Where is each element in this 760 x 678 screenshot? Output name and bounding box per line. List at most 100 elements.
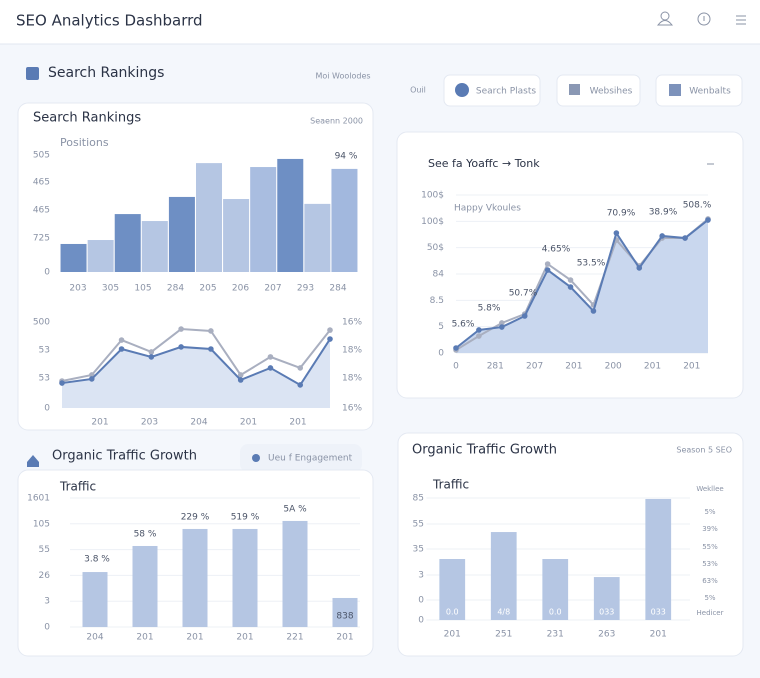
x-tick-label: 201 xyxy=(336,633,353,643)
bar xyxy=(82,572,108,627)
toolbar-button[interactable] xyxy=(443,74,541,107)
point xyxy=(544,267,551,273)
point xyxy=(659,233,665,239)
x-tick-label: 207 xyxy=(526,362,543,372)
point xyxy=(178,344,184,350)
point xyxy=(476,333,482,339)
panel-title: Search Rankings xyxy=(33,111,141,126)
toolbar-button[interactable] xyxy=(556,74,641,107)
button-icon xyxy=(455,83,469,97)
y-tick-label: 84 xyxy=(433,270,445,280)
pill[interactable] xyxy=(240,444,362,472)
point xyxy=(237,377,244,383)
y-tick-label: 26 xyxy=(39,571,51,581)
point xyxy=(148,354,155,360)
y-tick-label: 55 xyxy=(413,519,424,529)
annotation: 508.% xyxy=(683,201,712,211)
bar-label: 4/8 xyxy=(497,608,510,617)
point xyxy=(613,230,620,236)
side-label: Hedicer xyxy=(697,609,724,617)
x-tick-label: 203 xyxy=(141,418,158,428)
x-tick-label: 263 xyxy=(598,630,615,640)
point xyxy=(208,346,214,352)
x-tick-label: 201 xyxy=(289,418,306,428)
app-title: SEO Analytics Dashbarrd xyxy=(16,12,203,30)
bar xyxy=(542,559,569,620)
side-label: 63% xyxy=(702,577,718,585)
annotation: 53.5% xyxy=(577,259,606,269)
point xyxy=(453,345,459,351)
section-title: Organic Traffic Growth xyxy=(52,449,197,464)
button-label[interactable]: Wenbalts xyxy=(689,87,731,97)
line xyxy=(455,218,709,351)
annotation: 38.9% xyxy=(649,208,678,218)
annotation: 519 % xyxy=(231,513,260,523)
annotation: 70.9% xyxy=(607,209,636,219)
y-tick-label: 0 xyxy=(418,616,424,626)
y-tick-label: 53 xyxy=(39,346,50,356)
point xyxy=(521,313,528,319)
x-tick-label: 221 xyxy=(286,633,303,643)
side-label: 53% xyxy=(702,560,718,568)
x-tick-label: 231 xyxy=(547,630,564,640)
line xyxy=(61,328,331,382)
bar xyxy=(223,199,250,272)
menu-icon[interactable] xyxy=(736,15,746,25)
point xyxy=(327,336,333,342)
user-icon[interactable] xyxy=(656,11,674,26)
bar xyxy=(645,498,672,620)
bar xyxy=(114,214,141,272)
x-tick-label: 251 xyxy=(495,630,512,640)
annotation: 5.6% xyxy=(452,320,475,330)
section-title: Search Rankings xyxy=(48,65,164,81)
bar-label: 033 xyxy=(651,608,666,617)
point xyxy=(499,324,505,330)
annotation: 229 % xyxy=(181,513,210,523)
top-bar xyxy=(0,0,760,44)
pill-label[interactable]: Ueu f Engagement xyxy=(268,454,353,464)
x-tick-label: 200 xyxy=(605,362,622,372)
annotation: 838 xyxy=(336,612,353,622)
bar xyxy=(141,221,168,272)
chart-subtitle: Happy Vkoules xyxy=(454,204,521,214)
y-tick-label: 35 xyxy=(413,544,424,554)
button-label[interactable]: Search Plasts xyxy=(476,87,536,97)
bar xyxy=(232,528,258,627)
toolbar-button[interactable] xyxy=(655,74,743,107)
line xyxy=(61,338,331,387)
x-tick-label: 201 xyxy=(236,633,253,643)
y-tick-label: 100$ xyxy=(421,191,444,201)
section-note: Moi Woolodes xyxy=(315,72,370,81)
x-tick-label: 205 xyxy=(199,284,216,294)
annotation: 50.7% xyxy=(509,289,538,299)
x-tick-label: 281 xyxy=(487,362,504,372)
panel-note: Season 5 SEO xyxy=(676,446,732,455)
bar xyxy=(195,163,223,272)
bar xyxy=(277,158,304,272)
point xyxy=(267,365,274,371)
bar xyxy=(168,196,195,272)
point xyxy=(59,380,65,386)
y-tick-label: 100$ xyxy=(421,217,444,227)
x-tick-label: 201 xyxy=(91,418,108,428)
chart-title: Traffic xyxy=(59,480,96,494)
info-icon[interactable] xyxy=(697,12,711,26)
y-tick-label: 725 xyxy=(33,233,50,243)
x-tick-label: 207 xyxy=(264,284,281,294)
y-tick-label: 5 xyxy=(438,322,444,332)
pill-dot xyxy=(252,454,260,462)
panel-title: Organic Traffic Growth xyxy=(412,443,557,458)
y-tick-label: 105 xyxy=(33,519,50,529)
y-tick-label: 465 xyxy=(33,177,50,187)
side-label: Wekllee xyxy=(696,485,723,493)
button-label[interactable]: Websihes xyxy=(590,87,633,97)
annotation: 5.8% xyxy=(478,304,501,314)
y-tick-label: 465 xyxy=(33,205,50,215)
bar xyxy=(182,528,208,627)
annotation: 3.8 % xyxy=(84,555,110,565)
bar xyxy=(332,597,358,627)
x-tick-label: 305 xyxy=(102,284,119,294)
point xyxy=(178,326,184,332)
point xyxy=(237,372,244,378)
